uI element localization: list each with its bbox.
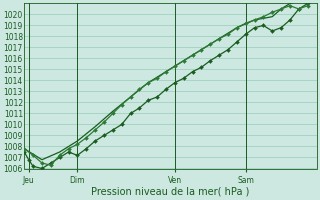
X-axis label: Pression niveau de la mer( hPa ): Pression niveau de la mer( hPa ) [91,187,250,197]
